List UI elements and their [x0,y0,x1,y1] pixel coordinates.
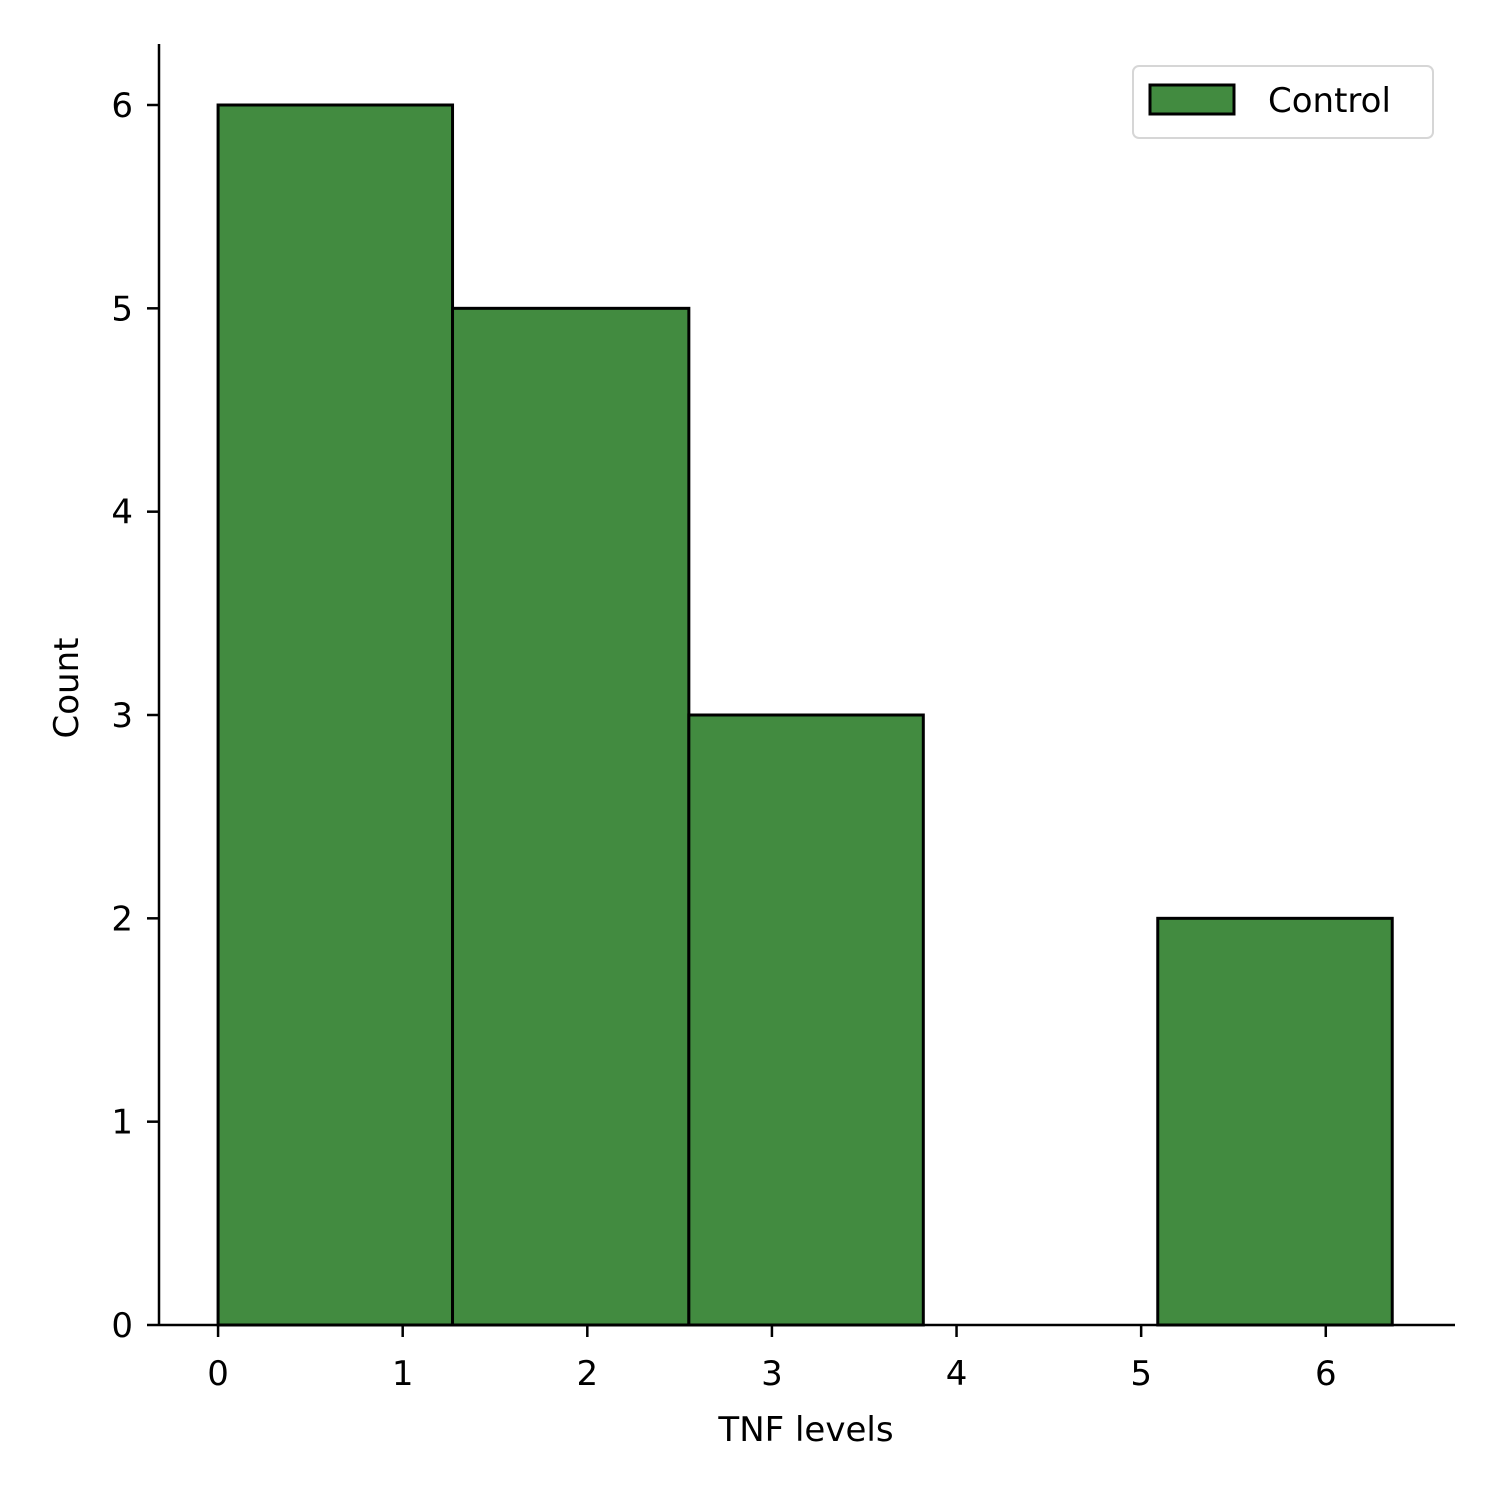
x-tick-label-6: 6 [1315,1354,1337,1394]
y-tick-label-5: 5 [111,289,133,329]
x-tick-label-0: 0 [207,1354,229,1394]
y-tick-label-2: 2 [111,899,133,939]
y-tick-label-3: 3 [111,696,133,736]
legend: Control [1132,65,1434,139]
x-tick-label-1: 1 [392,1354,414,1394]
y-tick-label-1: 1 [111,1103,133,1143]
y-axis-label: Count [47,638,87,739]
histogram-bar-1 [451,306,691,1327]
axes-layer [157,44,1455,1327]
histogram-bar-2 [687,713,925,1327]
legend-label-control: Control [1268,81,1391,121]
ticks-layer: 0 1 2 3 4 5 6 0 1 2 3 4 5 6 [111,86,1336,1394]
x-tick-label-5: 5 [1130,1354,1152,1394]
x-tick-label-3: 3 [761,1354,783,1394]
y-tick-label-0: 0 [111,1306,133,1346]
bars-layer [216,103,1394,1327]
x-tick-label-4: 4 [946,1354,968,1394]
legend-swatch-control [1148,83,1236,116]
histogram-bar-4 [1156,916,1394,1327]
x-axis-label: TNF levels [717,1410,893,1450]
y-tick-label-4: 4 [111,493,133,533]
x-tick-label-2: 2 [576,1354,598,1394]
histogram-bar-0 [216,103,455,1327]
y-tick-label-6: 6 [111,86,133,126]
